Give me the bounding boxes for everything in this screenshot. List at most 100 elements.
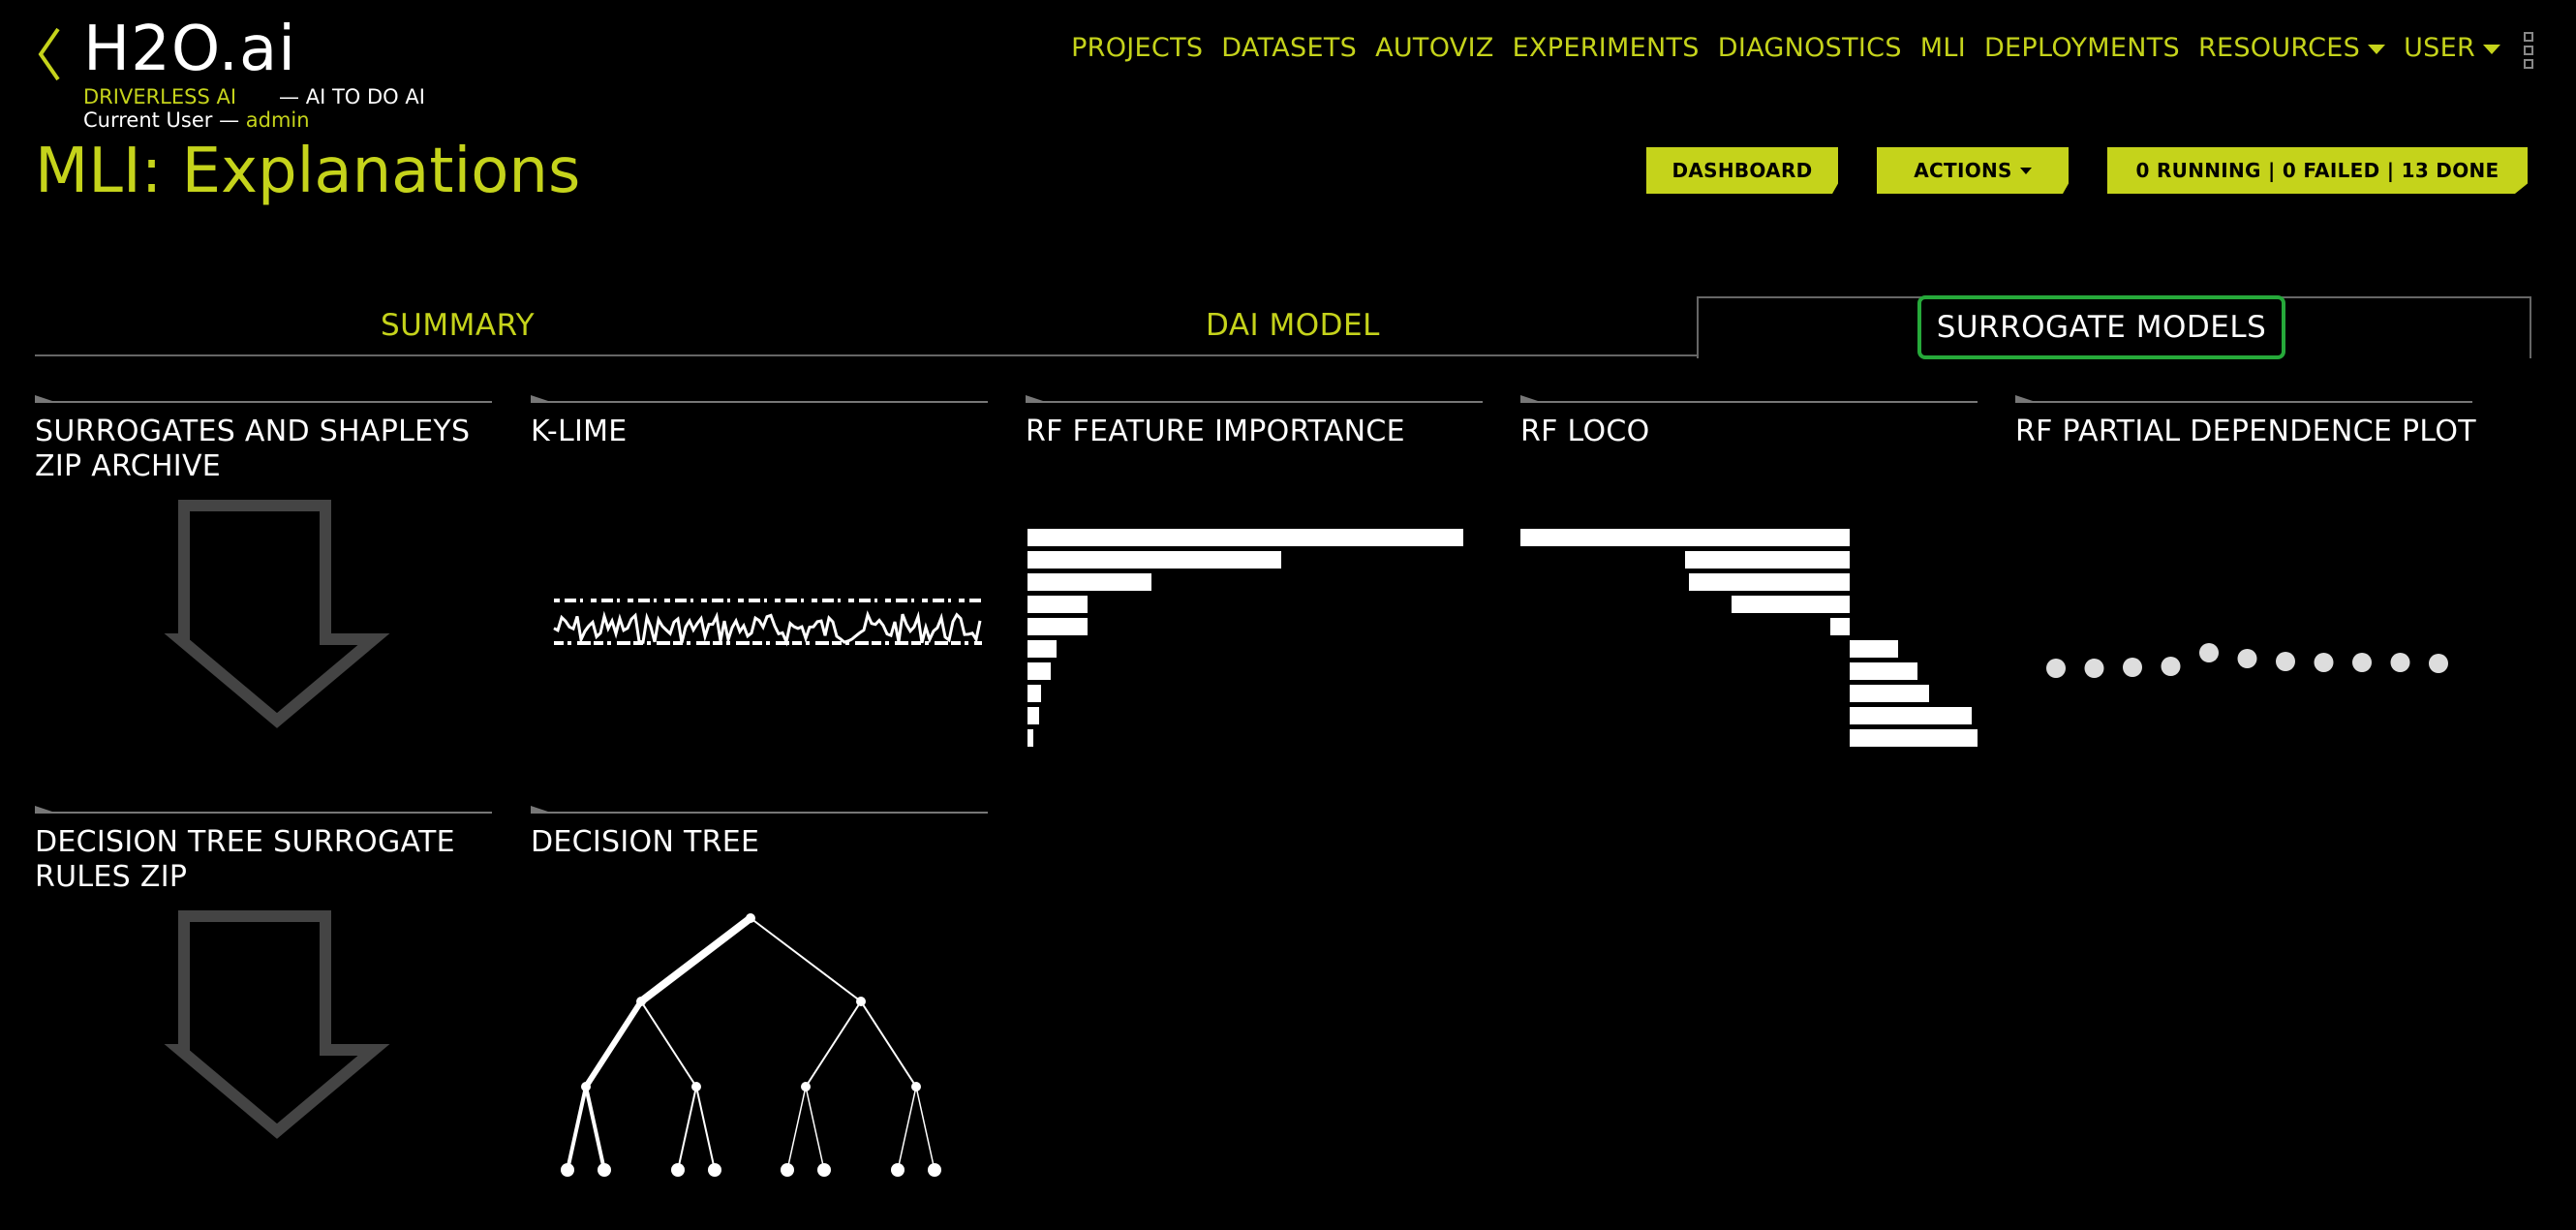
tree-edge [897, 1086, 917, 1171]
nav-diagnostics[interactable]: DIAGNOSTICS [1717, 33, 1902, 63]
k-lime-line [553, 610, 982, 647]
tagline-text: — AI TO DO AI [279, 85, 425, 108]
download-arrow-icon [164, 500, 390, 728]
dashboard-label: DASHBOARD [1671, 159, 1813, 182]
tile-rf-loco[interactable]: RF LOCO [1520, 395, 1978, 750]
back-chevron-icon[interactable] [33, 25, 66, 83]
tree-node [581, 1082, 591, 1092]
tree-edge [805, 1000, 862, 1088]
tree-edge [677, 1086, 697, 1171]
nav-datasets[interactable]: DATASETS [1221, 33, 1358, 63]
nav-user[interactable]: USER [2404, 33, 2500, 63]
status-label: 0 RUNNING | 0 FAILED | 13 DONE [2135, 159, 2499, 182]
tab-summary[interactable]: SUMMARY [381, 308, 536, 343]
nav-deployments[interactable]: DEPLOYMENTS [1983, 33, 2180, 63]
username[interactable]: admin [245, 108, 310, 132]
top-nav: PROJECTS DATASETS AUTOVIZ EXPERIMENTS DI… [1071, 33, 2500, 63]
current-user-label: Current User — [83, 108, 240, 132]
tab-surrogate-models[interactable]: SURROGATE MODELS [1917, 295, 2285, 359]
tile-rf-feature-importance[interactable]: RF FEATURE IMPORTANCE [1026, 395, 1483, 750]
feature-importance-bar [1027, 573, 1151, 591]
tile-k-lime[interactable]: K-LIME [531, 395, 988, 730]
tile-title: RF FEATURE IMPORTANCE [1026, 415, 1405, 448]
pdp-point [2429, 654, 2448, 673]
loco-bar [1850, 685, 1929, 702]
loco-bar [1850, 729, 1978, 747]
loco-bar [1520, 529, 1850, 546]
feature-importance-bar [1027, 529, 1463, 546]
nav-resources[interactable]: RESOURCES [2198, 33, 2386, 63]
tile-rule [35, 395, 492, 403]
tile-rule [35, 806, 492, 814]
product-name: DRIVERLESS AI [83, 85, 237, 108]
pdp-point [2199, 643, 2219, 662]
loco-bar [1850, 640, 1898, 658]
pdp-point [2161, 657, 2181, 676]
feature-importance-thumbnail [1027, 529, 1463, 747]
tree-edge [860, 1000, 917, 1088]
actions-button[interactable]: ACTIONS [1877, 147, 2069, 194]
caret-down-icon [2483, 44, 2500, 54]
tree-edge [638, 914, 753, 1005]
logo: H2O.ai [83, 14, 296, 85]
tile-rule [1026, 395, 1483, 403]
nav-mli[interactable]: MLI [1919, 33, 1966, 63]
tagline: DRIVERLESS AI — AI TO DO AI [83, 85, 425, 108]
tree-node [911, 1082, 921, 1092]
nav-user-label: USER [2404, 33, 2475, 63]
tree-leaf [671, 1163, 685, 1177]
pdp-point [2390, 653, 2410, 672]
tree-edge [640, 1000, 697, 1088]
tile-decision-tree-rules-zip[interactable]: DECISION TREE SURROGATE RULES ZIP [35, 806, 492, 1141]
loco-thumbnail [1520, 529, 1978, 747]
nav-autoviz[interactable]: AUTOVIZ [1375, 33, 1494, 63]
tree-edge [786, 1086, 807, 1171]
tile-rule [531, 806, 988, 814]
loco-bar [1830, 618, 1850, 635]
feature-importance-bar [1027, 618, 1088, 635]
actions-label: ACTIONS [1914, 159, 2012, 182]
tree-node [636, 997, 646, 1006]
pdp-point [2084, 659, 2104, 678]
tile-title: DECISION TREE [531, 825, 760, 859]
grid-menu-icon[interactable] [2524, 32, 2537, 77]
tile-surrogates-zip[interactable]: SURROGATES AND SHAPLEYS ZIP ARCHIVE [35, 395, 492, 730]
feature-importance-bar [1027, 551, 1281, 569]
nav-projects[interactable]: PROJECTS [1071, 33, 1204, 63]
tile-title: RF LOCO [1520, 415, 1650, 448]
feature-importance-bar [1027, 707, 1039, 724]
decision-tree-thumbnail [561, 913, 941, 1177]
tree-leaf [928, 1163, 941, 1177]
tab-dai-model[interactable]: DAI MODEL [1206, 308, 1380, 343]
tree-edge [566, 1086, 588, 1171]
loco-bar [1685, 551, 1850, 569]
tile-decision-tree[interactable]: DECISION TREE [531, 806, 988, 1180]
tree-node [856, 997, 866, 1006]
tree-leaf [598, 1163, 611, 1177]
nav-experiments[interactable]: EXPERIMENTS [1512, 33, 1700, 63]
tile-rule [531, 395, 988, 403]
tree-leaf [781, 1163, 794, 1177]
loco-bar [1732, 596, 1850, 613]
tree-edge [805, 1086, 825, 1171]
tile-title: K-LIME [531, 415, 628, 448]
experiment-status-button[interactable]: 0 RUNNING | 0 FAILED | 13 DONE [2107, 147, 2528, 194]
download-arrow-icon [164, 910, 390, 1139]
feature-importance-bar [1027, 662, 1051, 680]
tree-leaf [817, 1163, 831, 1177]
tree-leaf [891, 1163, 905, 1177]
dashboard-button[interactable]: DASHBOARD [1646, 147, 1838, 194]
tile-rule [2015, 395, 2472, 403]
tile-title: RF PARTIAL DEPENDENCE PLOT [2015, 415, 2476, 448]
tile-rf-partial-dependence[interactable]: RF PARTIAL DEPENDENCE PLOT [2015, 395, 2476, 750]
tree-edge [750, 917, 862, 1002]
tile-title: SURROGATES AND SHAPLEYS ZIP ARCHIVE [35, 415, 471, 483]
loco-bar [1689, 573, 1850, 591]
tree-edge [584, 1086, 606, 1171]
caret-down-icon [2368, 44, 2386, 54]
tree-node [691, 1082, 701, 1092]
pdp-point [2314, 653, 2334, 672]
tree-edge [915, 1086, 935, 1171]
tree-edge [583, 999, 644, 1089]
tab-surrogate-models-label: SURROGATE MODELS [1936, 310, 2267, 345]
